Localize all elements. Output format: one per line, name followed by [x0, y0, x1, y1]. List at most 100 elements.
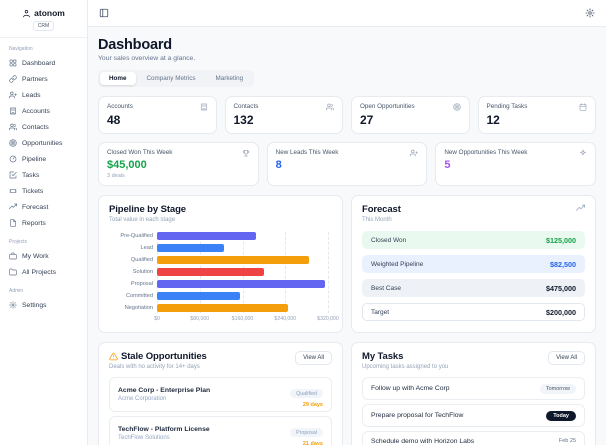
logo-crm-badge: CRM [32, 21, 55, 31]
nav-item[interactable]: My Work [0, 248, 87, 264]
nav-group-admin: Settings [0, 297, 87, 313]
task-row[interactable]: Follow up with Acme Corp Tomorrow [362, 377, 585, 400]
x-axis-tick: $0 [154, 316, 160, 322]
chart-bars: Pre-Qualified Lead Qualified Solution Propos… [120, 232, 328, 312]
forecast-row: Best Case $475,000 [362, 279, 585, 297]
building-icon [9, 107, 17, 115]
stale-opportunity-row[interactable]: TechFlow - Platform License TechFlow Sol… [109, 416, 332, 445]
bar-pre-qualified [157, 232, 256, 240]
gear-icon [9, 301, 17, 309]
nav-item[interactable]: Dashboard [0, 55, 87, 71]
bar-lead [157, 244, 224, 252]
stat-card: Open Opportunities 27 [351, 96, 470, 134]
chart-row: Solution [133, 268, 328, 276]
forecast-panel-subtitle: This Month [362, 217, 392, 223]
nav-item[interactable]: Forecast [0, 199, 87, 215]
tasks-view-all-button[interactable]: View All [548, 351, 585, 365]
gridline [328, 232, 329, 313]
stale-opportunities-panel: Stale Opportunities Deals with no activi… [98, 342, 343, 445]
forecast-row-label: Best Case [371, 284, 401, 292]
trophy-icon [242, 149, 250, 157]
pipeline-panel-title: Pipeline by Stage [109, 204, 186, 215]
sparkle-icon [579, 149, 587, 157]
bar-proposal [157, 280, 326, 288]
target-icon [9, 139, 17, 147]
users-icon [9, 123, 17, 131]
stage-badge: Qualified [290, 389, 323, 398]
nav-item[interactable]: All Projects [0, 264, 87, 280]
forecast-row-label: Closed Won [371, 236, 407, 244]
tab[interactable]: Marketing [215, 75, 244, 82]
stale-opportunity-row[interactable]: Acme Corp - Enterprise Plan Acme Corpora… [109, 377, 332, 412]
ticket-icon [9, 187, 17, 195]
forecast-panel-title: Forecast [362, 204, 401, 215]
nav-item-label: Dashboard [22, 59, 56, 67]
nav-item-label: Partners [22, 75, 48, 83]
bar-solution [157, 268, 264, 276]
stat-label: Contacts [233, 103, 259, 110]
page-subtitle: Your sales overview at a glance. [98, 55, 196, 62]
nav-item[interactable]: Accounts [0, 103, 87, 119]
pipeline-panel: Pipeline by Stage Total value in each st… [98, 195, 343, 333]
stale-opportunities-list: Acme Corp - Enterprise Plan Acme Corpora… [109, 377, 332, 445]
building-icon [200, 103, 208, 111]
topbar [88, 0, 606, 27]
sidebar-toggle-icon[interactable] [99, 8, 109, 18]
weekly-stats-row: Closed Won This Week $45,000 3 deals New… [98, 142, 596, 186]
briefcase-icon [9, 252, 17, 260]
bar-category-label: Proposal [130, 281, 153, 287]
task-row[interactable]: Schedule demo with Horizon Labs Feb 25 [362, 431, 585, 445]
bar-category-label: Solution [132, 269, 153, 275]
forecast-rows: Closed Won $125,000 Weighted Pipeline $8… [362, 231, 585, 321]
stale-view-all-button[interactable]: View All [295, 351, 332, 365]
x-axis-tick: $320,000 [317, 316, 339, 322]
opportunity-company: TechFlow Solutions [118, 434, 170, 441]
tab[interactable]: Home [100, 72, 136, 85]
settings-gear-icon[interactable] [585, 8, 595, 18]
forecast-row: Weighted Pipeline $82,500 [362, 255, 585, 273]
weekly-stat-value: 5 [444, 159, 451, 171]
tab[interactable]: Company Metrics [146, 75, 196, 82]
nav-item[interactable]: Opportunities [0, 135, 87, 151]
nav-group-navigation: Dashboard Partners Leads Accounts Contac… [0, 55, 87, 231]
nav-item[interactable]: Pipeline [0, 151, 87, 167]
task-due-badge: Tomorrow [539, 383, 576, 394]
nav-item-label: Accounts [22, 107, 50, 115]
task-name: Prepare proposal for TechFlow [371, 412, 464, 419]
nav-item[interactable]: Settings [0, 297, 87, 313]
nav-item[interactable]: Reports [0, 215, 87, 231]
stat-value: 27 [360, 113, 374, 127]
page-title: Dashboard [98, 37, 172, 53]
tasks-panel-subtitle: Upcoming tasks assigned to you [362, 364, 449, 370]
weekly-stat-label: New Leads This Week [275, 149, 339, 156]
stat-card: Accounts 48 [98, 96, 217, 134]
logo[interactable]: atonom [0, 8, 87, 18]
nav-item[interactable]: Tickets [0, 183, 87, 199]
stat-value: 48 [107, 113, 121, 127]
stat-value: 12 [486, 113, 500, 127]
forecast-row-value: $125,000 [546, 235, 576, 245]
bar-category-label: Pre-Qualified [120, 233, 153, 239]
dashboard-tabs: Home Company Metrics Marketing [98, 70, 255, 87]
task-row[interactable]: Prepare proposal for TechFlow Today [362, 404, 585, 427]
nav-item[interactable]: Contacts [0, 119, 87, 135]
forecast-row: Closed Won $125,000 [362, 231, 585, 249]
nav-item-label: Contacts [22, 123, 49, 131]
stage-badge: Proposal [290, 428, 323, 437]
nav-item[interactable]: Tasks [0, 167, 87, 183]
nav-item[interactable]: Leads [0, 87, 87, 103]
warning-icon [109, 352, 118, 361]
nav-item-label: Reports [22, 219, 46, 227]
stat-card: Pending Tasks 12 [477, 96, 596, 134]
bar-category-label: Committed [125, 293, 153, 299]
weekly-stat-subtext [276, 173, 419, 179]
stats-row: Accounts 48 Contacts 132 Open Opportunit… [98, 96, 596, 134]
weekly-stat-subtext: 3 deals [107, 173, 125, 179]
stale-panel-title: Stale Opportunities [121, 351, 207, 362]
link-icon [9, 75, 17, 83]
logo-text: atonom [34, 8, 65, 18]
nav-item[interactable]: Partners [0, 71, 87, 87]
forecast-row-value: $200,000 [546, 307, 576, 317]
stat-label: Pending Tasks [486, 103, 528, 110]
nav-group-projects: My Work All Projects [0, 248, 87, 280]
